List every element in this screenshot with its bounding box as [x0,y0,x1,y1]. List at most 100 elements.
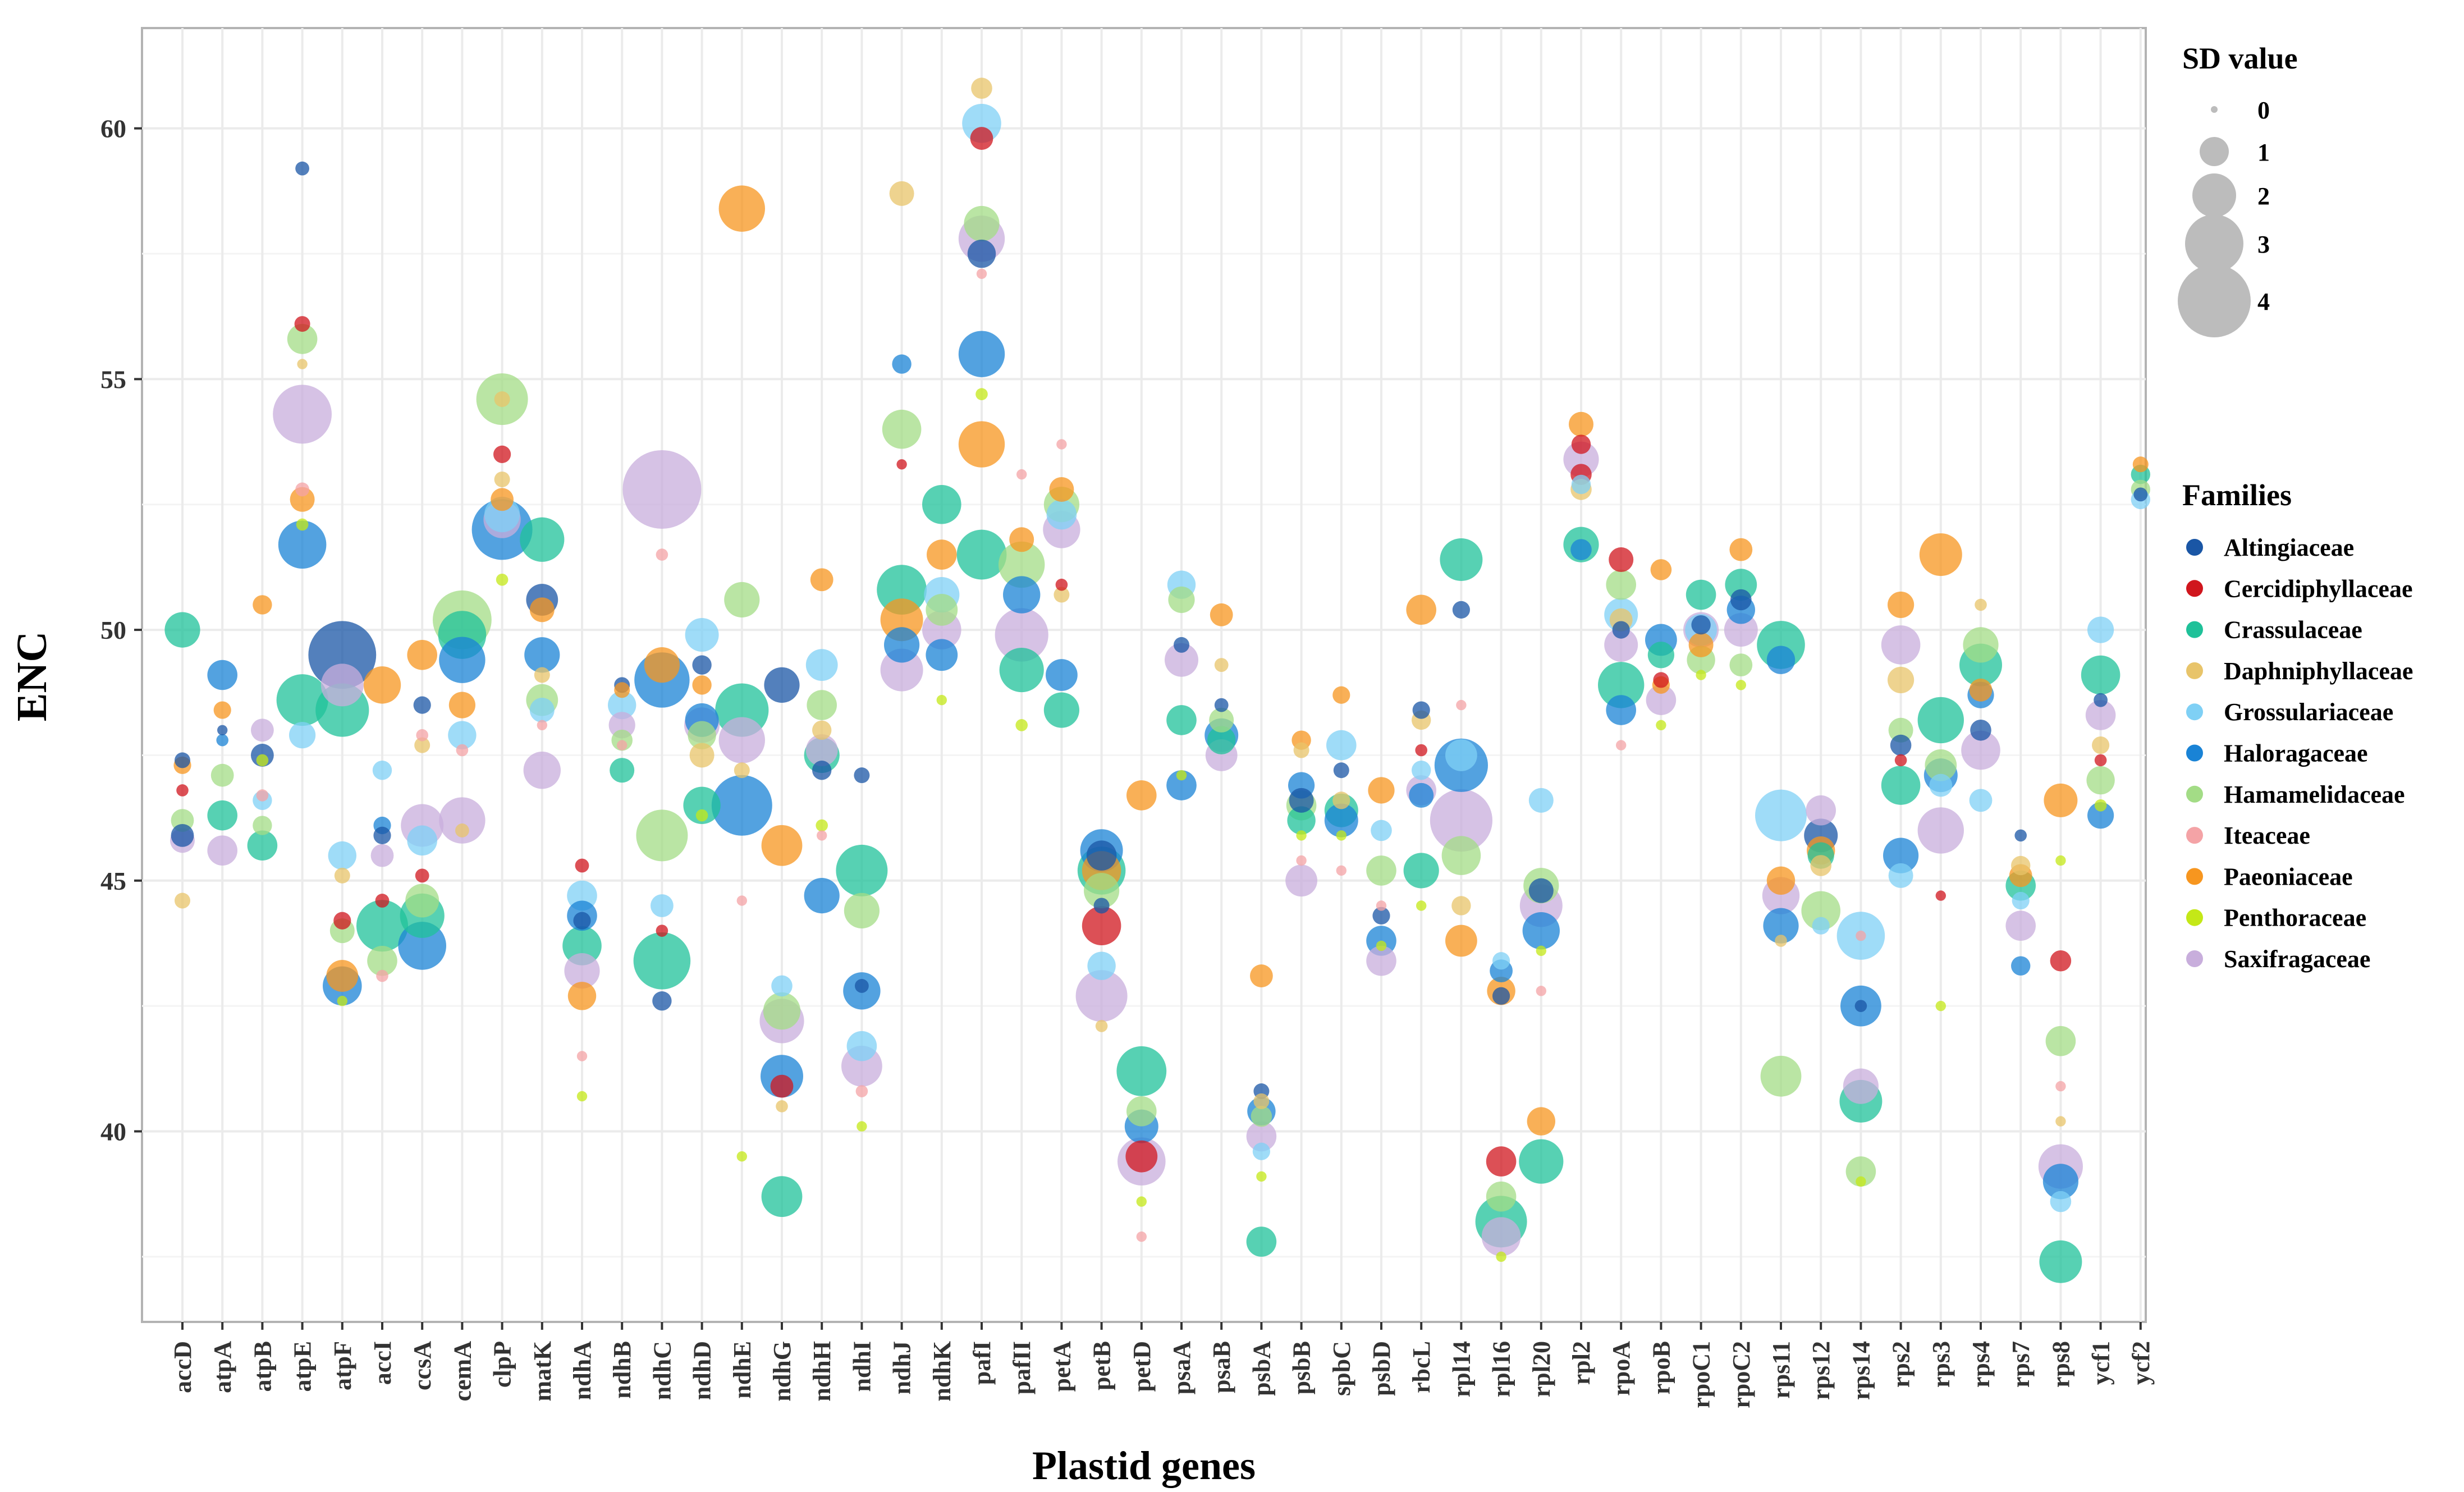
point-rps3-cercidiphyllaceae [1935,890,1946,901]
point-psaa-altingiaceae [1174,637,1189,653]
point-psbb-iteaceae [1296,855,1307,866]
point-ndhi-grossulariaceae [846,1031,877,1061]
color-legend-label-paeoniaceae: Paeoniaceae [2224,863,2353,890]
color-legend-label-iteaceae: Iteaceae [2224,822,2310,849]
point-rps8-penthoraceae [2055,855,2066,866]
point-spbc-grossulariaceae [1326,730,1357,761]
color-legend-label-saxifragaceae: Saxifragaceae [2224,945,2370,973]
color-legend-swatch-hamamelidaceae [2186,785,2203,803]
point-atpf-paeoniaceae [326,960,359,992]
point-rps8-crassulaceae [2039,1240,2082,1283]
point-atpa-haloragaceae [216,734,229,747]
point-atpe-haloragaceae [278,520,327,569]
point-psba-saxifragaceae [1246,1121,1277,1152]
point-peta-iteaceae [1056,439,1067,450]
point-pafii-crassulaceae [999,647,1044,693]
point-rbcl-cercidiphyllaceae [1415,744,1427,757]
point-atpe-cercidiphyllaceae [294,316,310,332]
point-rps11-hamamelidaceae [1760,1055,1802,1097]
point-ycf1-penthoraceae [2094,799,2107,812]
point-rps8-haloragaceae [2042,1164,2078,1200]
point-rps11-grossulariaceae [1755,789,1807,841]
x-tick-label-petb: petB [1088,1341,1116,1390]
point-psba-paeoniaceae [1250,964,1273,987]
point-psaa-hamamelidaceae [1168,586,1195,614]
point-atpb-penthoraceae [256,754,269,767]
point-rps2-altingiaceae [1890,734,1912,756]
size-legend-label-1: 1 [2257,139,2270,166]
x-tick-label-rpoc1: rpoC1 [1688,1341,1715,1408]
point-peta-cercidiphyllaceae [1055,578,1068,591]
point-rps11-haloragaceae [1763,908,1799,944]
point-psab-hamamelidaceae [1209,707,1234,733]
point-ndhj-paeoniaceae [880,598,923,642]
point-ndhj-crassulaceae [877,565,927,615]
point-ndhh-penthoraceae [816,819,828,832]
point-ndhd-paeoniaceae [692,675,712,695]
x-tick-label-rpl16: rpl16 [1488,1341,1515,1397]
size-legend-label-3: 3 [2257,231,2270,258]
point-acci-hamamelidaceae [367,945,397,976]
color-legend-swatch-haloragaceae [2186,744,2203,762]
point-petb-daphniphyllaceae [1095,1020,1108,1032]
point-rps8-cercidiphyllaceae [2050,950,2072,972]
point-pafii-paeoniaceae [1009,527,1034,552]
point-ndha-penthoraceae [576,1091,588,1102]
point-acci-altingiaceae [373,826,391,844]
point-rbcl-haloragaceae [1409,782,1434,808]
size-legend-label-4: 4 [2257,288,2270,315]
point-ccsa-cercidiphyllaceae [415,868,429,883]
point-ndhh-iteaceae [817,830,827,841]
point-ndhj-haloragaceae [884,627,920,663]
point-ycf1-cercidiphyllaceae [2094,754,2107,767]
point-spbc-haloragaceae [1324,803,1358,837]
point-rps3-paeoniaceae [1919,533,1962,576]
point-ndhi-altingiaceae [854,767,870,784]
x-tick-label-psaa: psaA [1168,1341,1196,1395]
point-ndhi-hamamelidaceae [844,893,880,929]
point-psab-paeoniaceae [1210,603,1233,626]
point-pafi-daphniphyllaceae [971,77,992,99]
size-legend-key-0 [2211,106,2218,113]
point-ndhe-daphniphyllaceae [734,762,750,779]
point-spbc-penthoraceae [1336,830,1347,841]
point-ndhk-paeoniaceae [927,539,957,570]
color-legend-swatch-crassulaceae [2186,621,2203,638]
point-rps7-grossulariaceae [2012,891,2030,910]
point-ndhe-haloragaceae [711,775,772,836]
point-rpl14-saxifragaceae [1430,789,1492,852]
point-rpl2-paeoniaceae [1569,411,1593,437]
point-cema-grossulariaceae [448,721,477,749]
point-psbd-altingiaceae [1372,907,1390,925]
point-rps2-hamamelidaceae [1888,717,1913,743]
point-atpf-penthoraceae [337,996,347,1006]
point-psaa-haloragaceae [1166,770,1197,800]
point-ndhh-grossulariaceae [805,649,838,681]
size-legend-key-2 [2192,173,2236,217]
point-psbb-saxifragaceae [1285,864,1318,897]
point-ndha-cercidiphyllaceae [575,858,589,873]
point-ndhk-crassulaceae [922,484,961,524]
color-legend-label-grossulariaceae: Grossulariaceae [2224,698,2393,726]
point-psba-penthoraceae [1256,1171,1267,1182]
point-ndha-iteaceae [576,1051,588,1061]
point-rps12-hamamelidaceae [1801,891,1840,931]
x-tick-label-ndhg: ndhG [768,1341,796,1402]
point-ndhg-grossulariaceae [771,975,793,997]
point-ndhj-hamamelidaceae [882,409,922,449]
color-legend: Families Altingiaceae Cercidiphyllaceae Cr… [2182,478,2413,973]
point-cema-daphniphyllaceae [455,823,469,837]
size-legend-key-4 [2178,264,2251,337]
point-ndhj-haloragaceae [892,354,912,374]
point-spbc-daphniphyllaceae [1332,791,1350,809]
point-petb-cercidiphyllaceae [1082,906,1121,946]
point-pafii-saxifragaceae [995,608,1048,662]
point-rps2-cercidiphyllaceae [1894,754,1907,767]
point-ycf1-saxifragaceae [2085,700,2116,730]
point-rps3-hamamelidaceae [1925,749,1957,781]
point-matk-paeoniaceae [529,597,555,623]
point-ndhi-penthoraceae [857,1121,867,1132]
point-psbd-hamamelidaceae [1366,855,1396,886]
y-axis-title: ENC [8,631,56,721]
x-tick-label-pafii: pafII [1008,1341,1036,1394]
